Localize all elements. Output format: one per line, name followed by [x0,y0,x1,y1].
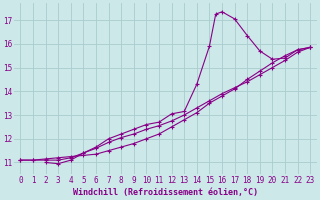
X-axis label: Windchill (Refroidissement éolien,°C): Windchill (Refroidissement éolien,°C) [73,188,258,197]
